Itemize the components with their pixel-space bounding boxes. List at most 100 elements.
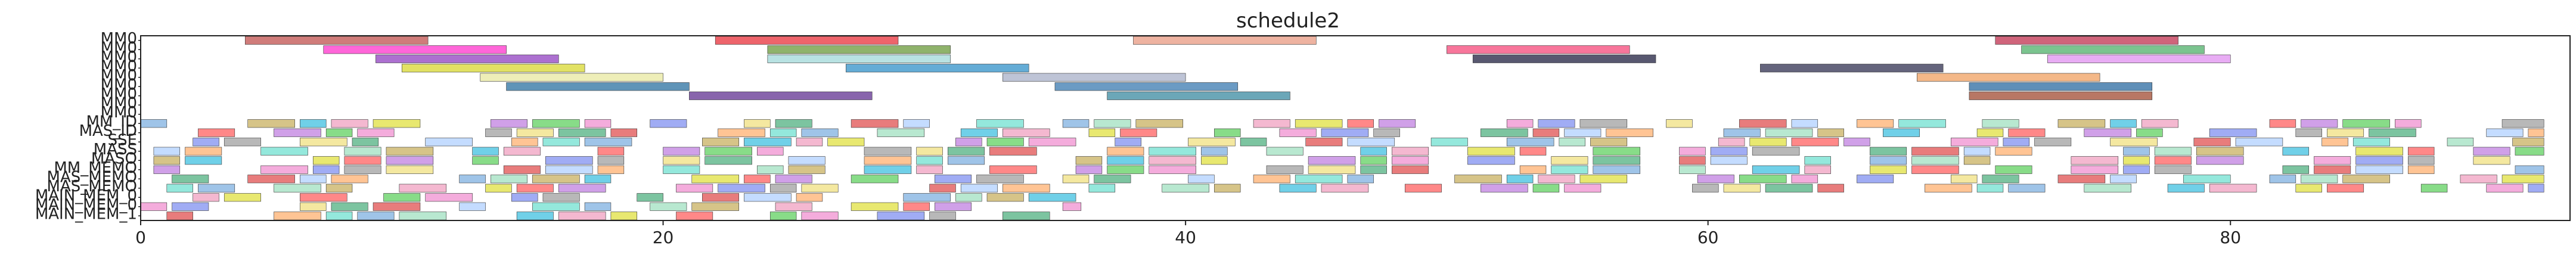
task-bar (2355, 156, 2403, 165)
task-bar (2235, 138, 2283, 147)
task-bar (986, 193, 1024, 202)
task-bar (757, 165, 784, 174)
task-bar (357, 212, 395, 220)
task-bar (851, 202, 899, 211)
y-tick-label: MM0 (101, 76, 137, 94)
y-tick-label: MAIN_MEM_0 (35, 196, 137, 214)
task-bar (718, 184, 765, 192)
task-bar (2460, 175, 2497, 184)
x-tick-label: 40 (1175, 228, 1196, 247)
task-bar (903, 119, 930, 128)
task-bar (903, 202, 930, 211)
task-bar (331, 202, 368, 211)
task-bar (1982, 175, 2019, 184)
task-bar (490, 175, 527, 184)
task-bar (1969, 91, 2153, 100)
task-bar (1107, 156, 1144, 165)
task-bar (1506, 138, 1554, 147)
task-bar (796, 138, 823, 147)
task-bar (472, 147, 499, 156)
task-bar (516, 128, 554, 137)
task-bar (2110, 119, 2137, 128)
task-bar (425, 193, 473, 202)
task-bar (1481, 184, 1528, 192)
task-bar (1519, 147, 1547, 156)
task-bar (1308, 156, 1356, 165)
y-tick-label: MM0 (101, 95, 137, 113)
task-bar (2057, 175, 2106, 184)
task-bar (1295, 119, 1343, 128)
task-bar (2528, 184, 2544, 192)
task-bar (545, 165, 593, 174)
task-bar (198, 184, 235, 192)
task-bar (916, 165, 943, 174)
task-bar (1551, 156, 1588, 165)
task-bar (1791, 175, 1818, 184)
task-bar (650, 119, 687, 128)
task-bar (1003, 128, 1050, 137)
task-bar (1976, 128, 2004, 137)
task-bar (1347, 119, 1374, 128)
task-bar (247, 119, 295, 128)
task-bar (1003, 73, 1186, 82)
task-bar (1107, 91, 1290, 100)
task-bar (2154, 165, 2192, 174)
task-bar (1404, 184, 1442, 192)
task-bar (2407, 165, 2435, 174)
task-bar (1266, 147, 1303, 156)
task-bar (903, 193, 951, 202)
task-bar (2034, 138, 2072, 147)
task-bar (2301, 119, 2338, 128)
task-bar (610, 128, 638, 137)
task-bar (485, 184, 512, 192)
task-bar (2084, 184, 2131, 192)
task-bar (2295, 128, 2322, 137)
task-bar (2110, 138, 2158, 147)
task-bar (2196, 147, 2244, 156)
task-bar (960, 128, 998, 137)
task-bar (1379, 119, 1416, 128)
task-bar (916, 156, 943, 165)
task-bar (2047, 54, 2231, 63)
task-bar (744, 175, 771, 184)
task-bar (584, 119, 612, 128)
task-bar (1579, 119, 1628, 128)
task-bar (224, 193, 261, 202)
task-bar (1911, 165, 1959, 174)
task-bar (274, 128, 321, 137)
task-bar (757, 147, 784, 156)
task-bar (2486, 184, 2524, 192)
task-bar (1857, 119, 1894, 128)
task-bar (2282, 165, 2310, 174)
task-bar (1817, 128, 1844, 137)
task-bar (1305, 138, 1343, 147)
task-bar (1870, 165, 1907, 174)
task-bar (1679, 165, 1706, 174)
task-bar (769, 212, 797, 220)
task-bar (584, 175, 612, 184)
task-bar (1062, 175, 1090, 184)
task-bar (357, 128, 395, 137)
task-bar (955, 138, 982, 147)
task-bar (916, 147, 943, 156)
task-bar (1538, 119, 1575, 128)
task-bar (459, 202, 486, 211)
task-bar (1995, 165, 2032, 174)
task-bar (1519, 165, 1547, 174)
task-bar (1593, 156, 1641, 165)
task-bar (744, 138, 792, 147)
task-bar (775, 202, 812, 211)
task-bar (2003, 138, 2030, 147)
task-bar (1791, 119, 1818, 128)
task-bar (597, 156, 625, 165)
task-bar (1201, 147, 1228, 156)
task-bar (676, 212, 713, 220)
task-bar (153, 147, 181, 156)
task-bar (1120, 128, 1157, 137)
task-bar (2355, 165, 2403, 174)
task-bar (166, 212, 193, 220)
task-bar (986, 138, 1024, 147)
task-bar (864, 147, 912, 156)
task-bar (767, 54, 951, 63)
task-bar (801, 128, 839, 137)
